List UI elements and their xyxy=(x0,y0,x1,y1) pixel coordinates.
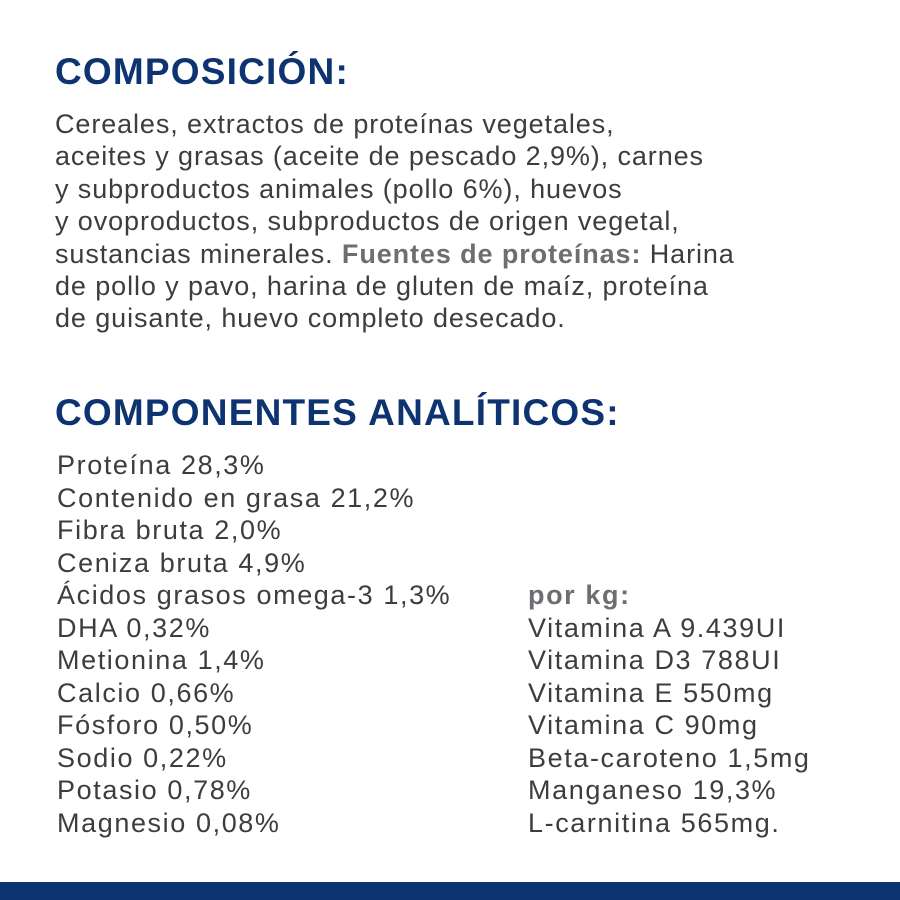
list-item: Fibra bruta 2,0% xyxy=(57,515,283,545)
list-item: L-carnitina 565mg. xyxy=(528,807,781,838)
list-item: Metionina 1,4% xyxy=(57,645,266,675)
list-item: Potasio 0,78% xyxy=(57,775,252,805)
list-item: Vitamina C 90mg xyxy=(528,710,759,740)
composition-line: sustancias minerales. Fuentes de proteín… xyxy=(55,238,735,270)
list-item: Ceniza bruta 4,9% xyxy=(57,547,307,578)
list-item: Calcio 0,66% xyxy=(57,677,236,708)
composition-line: de guisante, huevo completo desecado. xyxy=(55,303,566,334)
composition-paragraph: Cereales, extractos de proteínas vegetal… xyxy=(55,108,735,335)
list-item: Fósforo 0,50% xyxy=(57,710,254,740)
list-item: Vitamina E 550mg xyxy=(528,677,774,708)
protein-sources-label: Fuentes de proteínas: xyxy=(341,238,642,269)
list-item: Manganeso 19,3% xyxy=(528,775,778,805)
list-item: Beta-caroteno 1,5mg xyxy=(528,742,811,773)
composition-line: Cereales, extractos de proteínas vegetal… xyxy=(55,109,615,139)
composition-line: y subproductos animales (pollo 6%), huev… xyxy=(55,173,623,204)
per-kg-list: por kg: Vitamina A 9.439UI Vitamina D3 7… xyxy=(528,579,811,839)
footer-bar xyxy=(0,882,900,900)
composition-line: aceites y grasas (aceite de pescado 2,9%… xyxy=(55,141,704,172)
list-item: Vitamina A 9.439UI xyxy=(528,612,786,643)
list-item: Ácidos grasos omega-3 1,3% xyxy=(57,580,452,610)
composition-line: y ovoproductos, subproductos de origen v… xyxy=(55,206,680,237)
composition-heading: COMPOSICIÓN: xyxy=(55,51,349,92)
composition-text: Harina xyxy=(641,238,735,269)
composition-text: sustancias minerales. xyxy=(55,238,342,269)
list-item: Contenido en grasa 21,2% xyxy=(57,482,416,513)
list-item: DHA 0,32% xyxy=(57,612,211,643)
composition-line: de pollo y pavo, harina de gluten de maí… xyxy=(55,270,709,301)
list-item: Proteína 28,3% xyxy=(57,450,266,480)
list-item: Vitamina D3 788UI xyxy=(528,645,782,675)
list-item: Sodio 0,22% xyxy=(57,742,228,773)
analytical-heading: COMPONENTES ANALÍTICOS: xyxy=(55,392,620,433)
analytical-list: Proteína 28,3% Contenido en grasa 21,2% … xyxy=(57,449,451,839)
per-kg-label: por kg: xyxy=(528,580,631,610)
list-item: Magnesio 0,08% xyxy=(57,807,281,838)
